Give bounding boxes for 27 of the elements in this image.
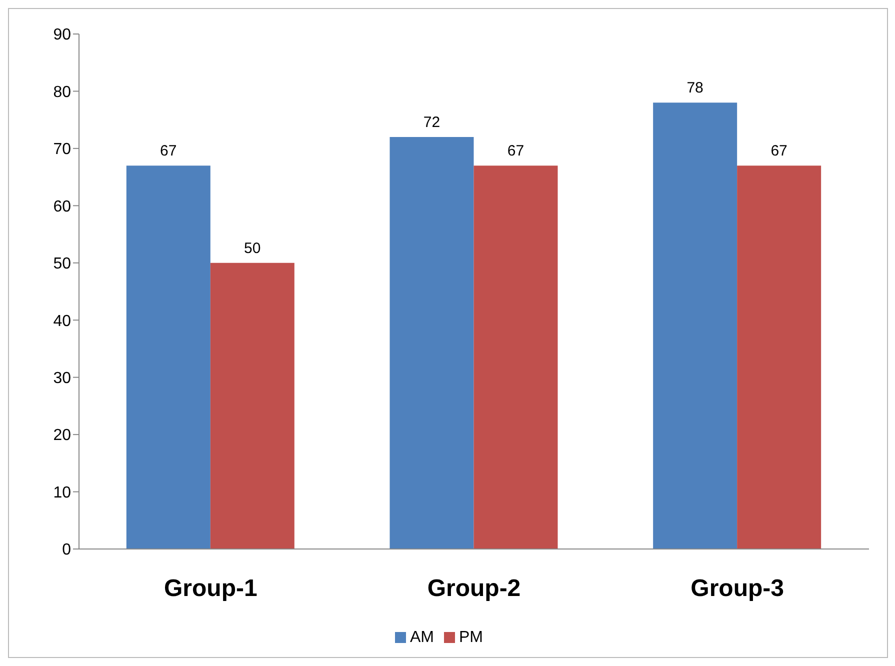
y-tick-label: 60	[53, 198, 72, 216]
data-label: 50	[244, 240, 261, 257]
y-tick-label: 70	[53, 141, 72, 158]
y-tick-label: 30	[53, 370, 72, 388]
x-tick-label: Group-3	[690, 575, 784, 602]
bar	[474, 166, 558, 549]
bar	[653, 102, 738, 549]
y-tick-label: 20	[53, 427, 72, 444]
data-label: 67	[507, 142, 524, 160]
legend-label: AM	[410, 629, 434, 646]
bar	[737, 166, 822, 549]
y-tick-label: 50	[53, 256, 72, 273]
y-tick-label: 10	[53, 484, 72, 502]
bar	[210, 262, 294, 549]
data-label: 72	[423, 114, 440, 131]
y-tick-label: 0	[62, 542, 72, 559]
y-tick-label: 80	[53, 84, 72, 101]
data-label: 67	[770, 142, 788, 160]
y-tick-label: 40	[53, 312, 72, 330]
x-tick-label: Group-1	[164, 575, 258, 602]
x-tick-label: Group-2	[427, 575, 521, 602]
bar	[390, 137, 474, 549]
y-tick-label: 90	[53, 26, 72, 44]
bar	[126, 166, 210, 549]
data-label: 78	[686, 80, 704, 97]
data-label: 67	[160, 142, 177, 160]
legend-label: PM	[459, 629, 483, 646]
